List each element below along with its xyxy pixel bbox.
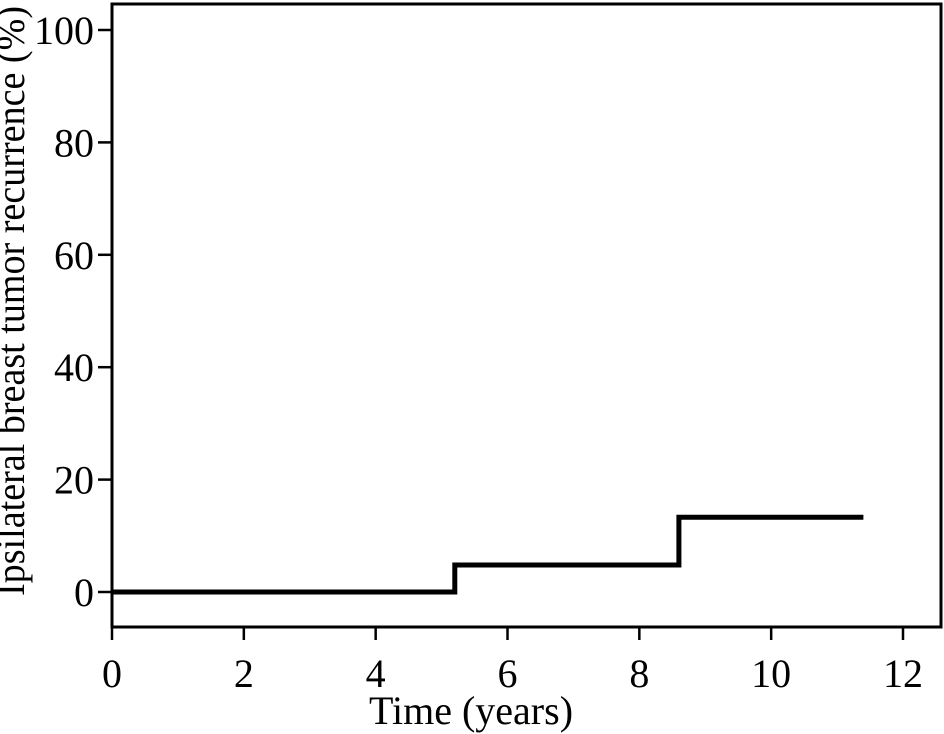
x-tick-label: 6 xyxy=(498,651,518,696)
plot-frame xyxy=(110,2,943,629)
y-tick-label: 0 xyxy=(74,570,94,615)
y-axis-label: Ipsilateral breast tumor recurrence (%) xyxy=(0,6,33,596)
x-tick-label: 10 xyxy=(751,651,791,696)
y-tick-label: 20 xyxy=(54,458,94,503)
x-tick-label: 12 xyxy=(883,651,923,696)
x-tick-label: 4 xyxy=(366,651,386,696)
y-tick-label: 100 xyxy=(34,8,94,53)
x-axis-label: Time (years) xyxy=(369,688,573,733)
x-tick-label: 2 xyxy=(234,651,254,696)
x-tick-label: 0 xyxy=(102,651,122,696)
y-tick-label: 60 xyxy=(54,233,94,278)
x-tick-label: 8 xyxy=(629,651,649,696)
km-recurrence-curve xyxy=(112,514,864,595)
y-tick-label: 40 xyxy=(54,345,94,390)
y-axis-ticks: 0 20 40 60 80 100 xyxy=(34,8,112,615)
x-axis-ticks: 0 2 4 6 8 10 12 xyxy=(102,627,923,696)
y-tick-label: 80 xyxy=(54,120,94,165)
